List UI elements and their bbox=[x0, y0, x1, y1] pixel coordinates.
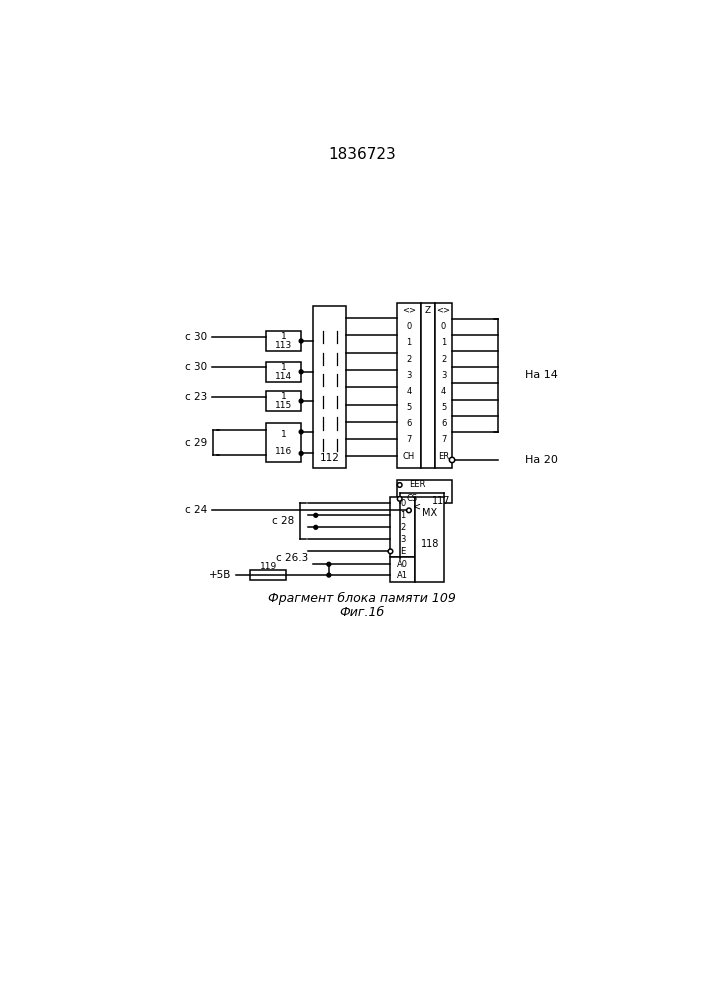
Circle shape bbox=[299, 339, 303, 343]
Text: 2: 2 bbox=[400, 523, 405, 532]
Bar bbox=[313, 306, 346, 468]
Text: c 26.3: c 26.3 bbox=[276, 553, 308, 563]
Text: 117: 117 bbox=[432, 496, 450, 506]
Text: EER: EER bbox=[409, 480, 426, 489]
Text: 6: 6 bbox=[407, 419, 411, 428]
Text: МХ: МХ bbox=[422, 508, 437, 518]
Text: 1: 1 bbox=[407, 338, 411, 347]
Text: 1836723: 1836723 bbox=[328, 147, 396, 162]
Text: 115: 115 bbox=[275, 401, 292, 410]
Bar bbox=[266, 423, 301, 462]
Bar bbox=[421, 303, 435, 468]
Text: 0: 0 bbox=[407, 322, 411, 331]
Bar bbox=[250, 570, 286, 580]
Text: c 29: c 29 bbox=[185, 438, 207, 448]
Text: 113: 113 bbox=[275, 341, 292, 350]
Circle shape bbox=[397, 483, 402, 487]
Bar bbox=[397, 480, 452, 503]
Text: A1: A1 bbox=[397, 571, 408, 580]
Text: 1: 1 bbox=[281, 363, 286, 372]
Text: c 30: c 30 bbox=[185, 362, 207, 372]
Text: 114: 114 bbox=[275, 372, 292, 381]
Text: 6: 6 bbox=[441, 419, 446, 428]
Text: <>: <> bbox=[437, 306, 450, 315]
Text: 2: 2 bbox=[441, 355, 446, 364]
Text: 4: 4 bbox=[407, 387, 411, 396]
Text: 7: 7 bbox=[441, 435, 446, 444]
Text: 0: 0 bbox=[441, 322, 446, 331]
Bar bbox=[266, 362, 301, 382]
Text: 1: 1 bbox=[281, 332, 286, 341]
Circle shape bbox=[314, 525, 317, 529]
Text: 118: 118 bbox=[421, 539, 439, 549]
Text: c 28: c 28 bbox=[272, 516, 294, 526]
Text: 112: 112 bbox=[320, 453, 339, 463]
Text: Фиг.1б: Фиг.1б bbox=[339, 606, 385, 619]
Bar bbox=[390, 557, 415, 582]
Circle shape bbox=[299, 451, 303, 455]
Text: Фрагмент блока памяти 109: Фрагмент блока памяти 109 bbox=[268, 592, 456, 605]
Text: ER: ER bbox=[438, 452, 449, 461]
Bar bbox=[266, 331, 301, 351]
Text: На 20: На 20 bbox=[525, 455, 558, 465]
Text: CS: CS bbox=[407, 494, 418, 503]
Text: 1: 1 bbox=[400, 511, 405, 520]
Circle shape bbox=[327, 562, 331, 566]
Text: CH: CH bbox=[403, 452, 415, 461]
Circle shape bbox=[299, 399, 303, 403]
Text: <>: <> bbox=[402, 306, 416, 315]
Text: 7: 7 bbox=[407, 435, 411, 444]
Text: 116: 116 bbox=[275, 447, 292, 456]
Bar bbox=[390, 497, 415, 557]
Text: 0: 0 bbox=[400, 499, 405, 508]
Bar bbox=[435, 303, 452, 468]
Text: 1: 1 bbox=[281, 430, 286, 439]
Text: c 24: c 24 bbox=[185, 505, 207, 515]
Text: c 23: c 23 bbox=[185, 392, 207, 402]
Text: <: < bbox=[413, 502, 421, 512]
Bar bbox=[415, 497, 444, 582]
Circle shape bbox=[327, 573, 331, 577]
Text: 4: 4 bbox=[441, 387, 446, 396]
Circle shape bbox=[299, 430, 303, 434]
Text: 3: 3 bbox=[400, 535, 405, 544]
Text: 2: 2 bbox=[407, 355, 411, 364]
Bar bbox=[266, 391, 301, 411]
Circle shape bbox=[299, 370, 303, 374]
Text: 1: 1 bbox=[441, 338, 446, 347]
Circle shape bbox=[314, 513, 317, 517]
Text: 119: 119 bbox=[259, 562, 277, 571]
Text: 1: 1 bbox=[281, 392, 286, 401]
Circle shape bbox=[407, 508, 411, 513]
Text: 5: 5 bbox=[407, 403, 411, 412]
Text: c 30: c 30 bbox=[185, 332, 207, 342]
Text: 3: 3 bbox=[407, 371, 411, 380]
Text: 3: 3 bbox=[441, 371, 446, 380]
Bar bbox=[397, 303, 421, 468]
Text: 5: 5 bbox=[441, 403, 446, 412]
Text: +5В: +5В bbox=[209, 570, 231, 580]
Text: E: E bbox=[400, 547, 405, 556]
Text: Z: Z bbox=[425, 306, 431, 315]
Text: A0: A0 bbox=[397, 560, 408, 569]
Circle shape bbox=[397, 497, 402, 501]
Text: На 14: На 14 bbox=[525, 370, 558, 380]
Circle shape bbox=[388, 549, 393, 554]
Circle shape bbox=[450, 457, 455, 463]
